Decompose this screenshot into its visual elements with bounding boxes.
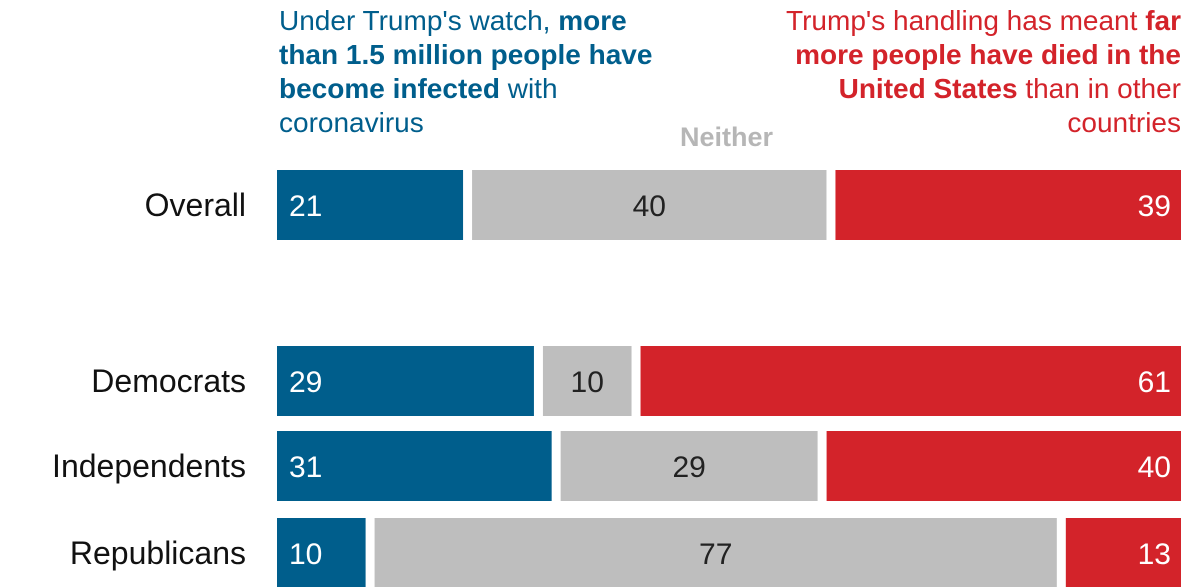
bar-independents-red [826, 431, 1181, 501]
value-label-independents-blue: 31 [289, 451, 322, 484]
value-label-democrats-red: 61 [1138, 366, 1171, 399]
value-label-overall-neither: 40 [633, 190, 666, 223]
value-label-democrats-blue: 29 [289, 366, 322, 399]
legend-neither: Neither [680, 122, 774, 152]
bar-democrats-red [640, 346, 1181, 416]
legend-red-post: than in other countries [1025, 73, 1181, 138]
value-label-overall-red: 39 [1138, 190, 1171, 223]
bar-independents-neither [560, 431, 818, 501]
bar-overall-red [835, 170, 1181, 240]
row-label-republicans: Republicans [70, 535, 246, 571]
bar-democrats-blue [277, 346, 534, 416]
value-label-independents-red: 40 [1138, 451, 1171, 484]
legend-blue: Under Trump's watch, more than 1.5 milli… [279, 4, 679, 140]
bar-republicans-neither [374, 518, 1057, 587]
row-label-democrats: Democrats [91, 363, 246, 399]
legend-red: Trump's handling has meant far more peop… [761, 4, 1181, 140]
bar-republicans-red [1065, 518, 1181, 587]
legend-red-bold: far more people have died in the United … [795, 5, 1181, 104]
row-label-independents: Independents [52, 448, 246, 484]
value-label-democrats-neither: 10 [571, 366, 604, 399]
legend-blue-bold: more than 1.5 million people have become… [279, 5, 653, 104]
bar-democrats-neither [542, 346, 632, 416]
value-label-republicans-neither: 77 [699, 538, 732, 571]
value-label-republicans-red: 13 [1138, 538, 1171, 571]
legend-red-pre: Trump's handling has meant [786, 5, 1138, 36]
legend-blue-pre: Under Trump's watch, [279, 5, 551, 36]
row-label-overall: Overall [145, 187, 246, 223]
value-label-independents-neither: 29 [672, 451, 705, 484]
value-label-republicans-blue: 10 [289, 538, 322, 571]
value-label-overall-blue: 21 [289, 190, 322, 223]
bar-independents-blue [277, 431, 552, 501]
legend-blue-post: with coronavirus [279, 73, 558, 138]
bar-overall-blue [277, 170, 464, 240]
bar-overall-neither [472, 170, 827, 240]
bar-republicans-blue [277, 518, 366, 587]
